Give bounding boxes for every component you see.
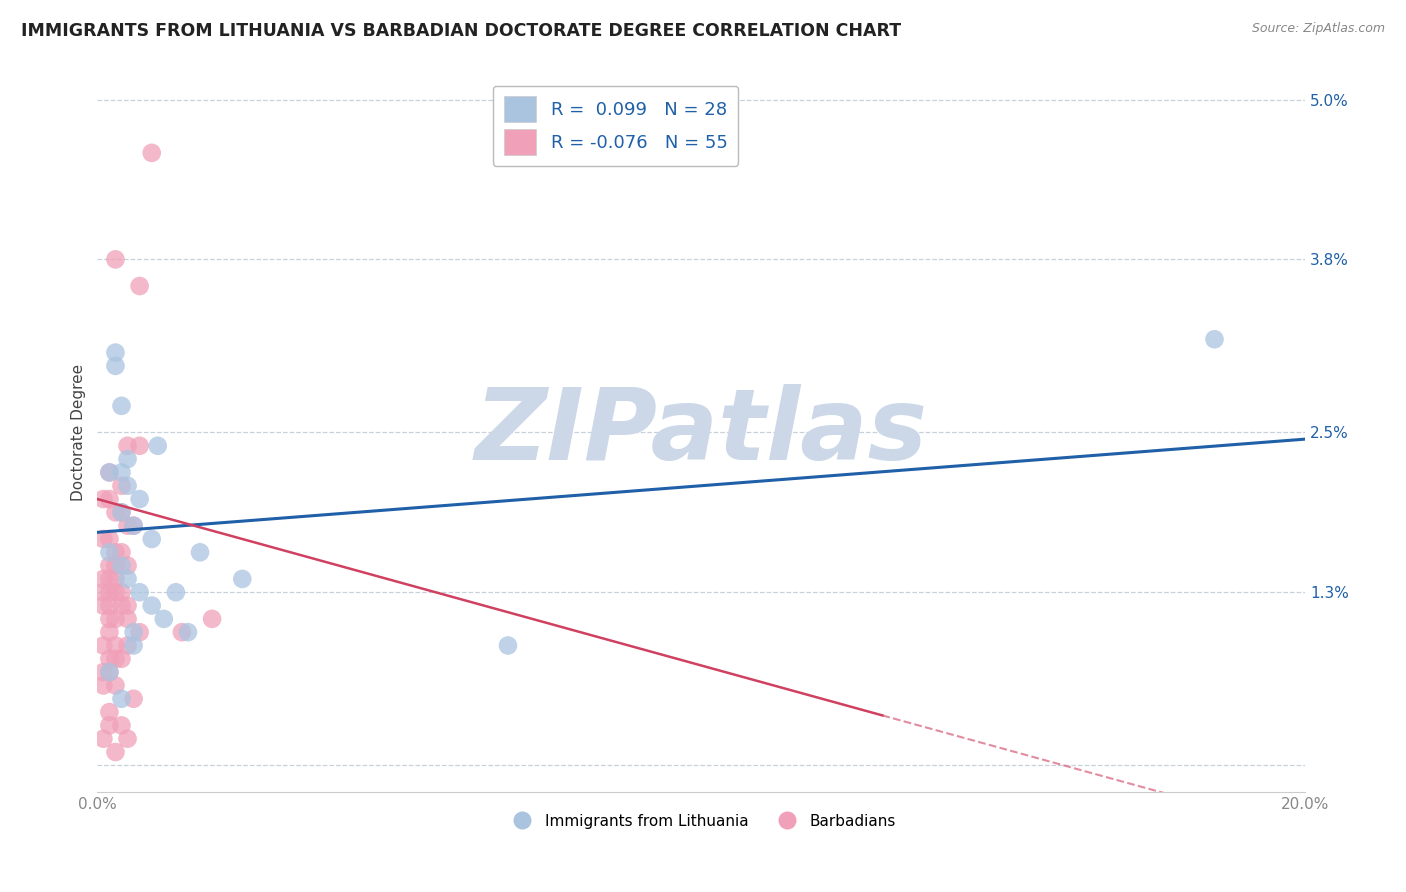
Point xyxy=(98,491,121,506)
Point xyxy=(98,612,121,626)
Point xyxy=(1204,332,1226,346)
Point xyxy=(98,718,121,732)
Text: ZIPatlas: ZIPatlas xyxy=(475,384,928,481)
Legend: Immigrants from Lithuania, Barbadians: Immigrants from Lithuania, Barbadians xyxy=(501,807,903,835)
Point xyxy=(117,572,139,586)
Point xyxy=(104,652,127,666)
Point xyxy=(98,466,121,480)
Point xyxy=(128,439,150,453)
Point xyxy=(231,572,253,586)
Point xyxy=(110,505,132,519)
Point xyxy=(496,639,519,653)
Point xyxy=(117,612,139,626)
Point xyxy=(110,558,132,573)
Point xyxy=(117,518,139,533)
Point xyxy=(110,718,132,732)
Point xyxy=(104,745,127,759)
Point xyxy=(110,399,132,413)
Point xyxy=(104,572,127,586)
Point xyxy=(117,558,139,573)
Point xyxy=(128,491,150,506)
Point xyxy=(122,518,145,533)
Point xyxy=(177,625,200,640)
Point xyxy=(165,585,187,599)
Point xyxy=(98,558,121,573)
Point xyxy=(104,505,127,519)
Point xyxy=(104,252,127,267)
Point xyxy=(93,491,115,506)
Point xyxy=(188,545,211,559)
Point xyxy=(128,279,150,293)
Text: Source: ZipAtlas.com: Source: ZipAtlas.com xyxy=(1251,22,1385,36)
Point xyxy=(93,731,115,746)
Point xyxy=(201,612,224,626)
Point xyxy=(117,479,139,493)
Text: IMMIGRANTS FROM LITHUANIA VS BARBADIAN DOCTORATE DEGREE CORRELATION CHART: IMMIGRANTS FROM LITHUANIA VS BARBADIAN D… xyxy=(21,22,901,40)
Point xyxy=(152,612,174,626)
Point xyxy=(110,505,132,519)
Point xyxy=(93,599,115,613)
Point xyxy=(98,665,121,680)
Point xyxy=(98,572,121,586)
Point xyxy=(110,585,132,599)
Point xyxy=(117,452,139,467)
Point xyxy=(141,145,163,160)
Point xyxy=(93,678,115,692)
Point xyxy=(110,545,132,559)
Point xyxy=(104,345,127,359)
Point xyxy=(98,665,121,680)
Point xyxy=(117,731,139,746)
Point xyxy=(117,639,139,653)
Point xyxy=(98,599,121,613)
Point xyxy=(122,518,145,533)
Point xyxy=(104,612,127,626)
Point xyxy=(93,532,115,546)
Point xyxy=(93,572,115,586)
Point xyxy=(141,599,163,613)
Point xyxy=(141,532,163,546)
Point xyxy=(98,585,121,599)
Point xyxy=(98,652,121,666)
Point xyxy=(98,705,121,719)
Y-axis label: Doctorate Degree: Doctorate Degree xyxy=(72,364,86,501)
Point xyxy=(98,532,121,546)
Point xyxy=(93,639,115,653)
Point xyxy=(104,359,127,373)
Point xyxy=(98,466,121,480)
Point xyxy=(128,585,150,599)
Point xyxy=(93,665,115,680)
Point xyxy=(104,558,127,573)
Point xyxy=(122,625,145,640)
Point xyxy=(104,678,127,692)
Point xyxy=(110,479,132,493)
Point xyxy=(110,652,132,666)
Point xyxy=(122,639,145,653)
Point xyxy=(117,599,139,613)
Point xyxy=(98,545,121,559)
Point xyxy=(110,466,132,480)
Point xyxy=(122,691,145,706)
Point xyxy=(117,439,139,453)
Point xyxy=(170,625,193,640)
Point xyxy=(128,625,150,640)
Point xyxy=(110,599,132,613)
Point xyxy=(104,545,127,559)
Point xyxy=(146,439,169,453)
Point xyxy=(104,585,127,599)
Point xyxy=(104,639,127,653)
Point xyxy=(98,625,121,640)
Point xyxy=(110,691,132,706)
Point xyxy=(93,585,115,599)
